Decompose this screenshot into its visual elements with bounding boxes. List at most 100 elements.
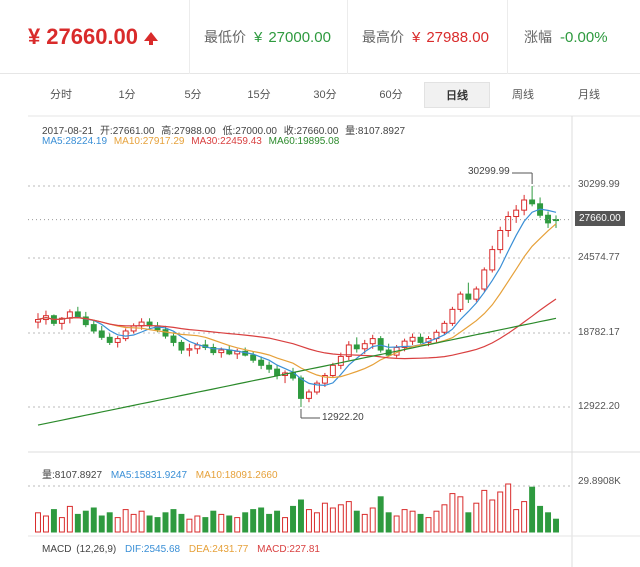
info-high: 高:27988.00 [161,126,216,137]
high-price-value: 27988.00 [426,28,489,46]
volume-bar-down [274,510,281,533]
candle-down [353,344,360,350]
volume-bar-up [481,489,488,533]
tab-weekly[interactable]: 周线 [512,89,534,101]
tab-60min[interactable]: 60分 [379,89,403,101]
current-price-block: ¥ 27660.00 [0,0,190,74]
candle-up [282,372,289,376]
volume-bar-up [58,517,65,533]
volume-bar-up [130,513,137,533]
candle-down [290,372,296,379]
candle-down [154,325,161,331]
y-axis-label: 30299.99 [578,179,620,190]
tab-1min[interactable]: 1分 [118,89,136,101]
candle-down [274,368,281,376]
volume-bar-down [553,518,559,533]
candle-down [170,335,177,343]
candle-down [98,330,105,338]
volume-bar-up [114,517,121,533]
ma-info: MA5:28224.19 MA10:27917.29 MA30:22459.43… [42,136,343,147]
candle-down [465,293,472,300]
candle-up [138,321,145,327]
volume-bar-down [537,505,544,533]
volume-bar-down [170,509,177,533]
volume-bar-up [321,502,328,533]
candle-up [130,325,137,332]
volume-bar-down [266,513,273,533]
tab-monthly[interactable]: 月线 [578,89,600,101]
volume-bar-up [513,509,520,533]
candle-up [305,391,312,399]
volume-bar-down [250,509,257,533]
candle-down [242,350,249,356]
vol-ma10: MA10:18091.2660 [195,470,278,481]
volume-bar-up [505,483,512,533]
tab-timeshare[interactable]: 分时 [50,89,72,101]
low-price-block: 最低价 ¥ 27000.00 [190,0,348,74]
volume-bar-down [465,512,472,533]
candle-up [114,338,121,343]
volume-bar-up [345,501,352,533]
volume-bar-down [385,512,392,533]
candle-up [58,317,65,324]
volume-bar-up [138,510,145,533]
volume-bar-up [122,509,129,533]
tab-30min[interactable]: 30分 [313,89,337,101]
candle-up [457,293,464,310]
high-price-label: 最高价 [362,29,404,45]
vol-ma5: MA5:15831.9247 [110,470,188,481]
candle-up [513,209,520,218]
volume-bar-up [409,510,416,533]
volume-bar-down [545,512,552,533]
candle-down [537,203,544,216]
change-label: 涨幅 [524,29,552,45]
volume-bar-down [242,512,249,533]
tab-daily[interactable]: 日线 [424,82,490,108]
volume-bar-down [82,510,89,533]
volume-bar-up [329,507,336,533]
macd-title: MACD [42,544,72,555]
volume-bar-up [234,517,241,533]
macd-dea: DEA:2431.77 [188,544,249,555]
candle-up [497,230,504,251]
candle-down [106,336,113,343]
tab-15min[interactable]: 15分 [247,89,271,101]
macd-params: (12,26,9) [76,544,117,555]
volume-bar-down [529,486,536,533]
volume-bar-down [50,509,57,533]
high-price-currency: ¥ [412,28,421,46]
vol-value: 量:8107.8927 [42,470,103,481]
volume-bar-down [202,517,209,533]
volume-bar-up [282,517,289,533]
candle-down [545,214,552,224]
max-price-annotation: 30299.99 [468,166,510,177]
candle-up [329,364,336,376]
volume-bar-up [369,507,376,533]
candle-down [298,377,304,399]
macd-value: MACD:227.81 [257,544,320,555]
volume-bar-up [401,509,408,533]
candle-up [122,330,129,340]
candle-up [481,269,488,290]
candle-up [425,338,432,343]
volume-bar-up [305,509,312,533]
candle-up [361,343,368,350]
candle-down [202,344,209,349]
volume-bar-up [433,510,440,533]
tab-5min[interactable]: 5分 [184,89,202,101]
candle-down [250,354,257,361]
volume-bar-down [98,515,105,533]
candle-down [226,349,233,355]
candle-up [337,355,344,366]
macd-info: MACD (12,26,9) DIF:2545.68 DEA:2431.77 M… [42,544,326,555]
candle-down [529,199,536,205]
candle-up [505,216,512,232]
currency-symbol: ¥ [28,24,41,49]
low-price-value: 27000.00 [268,28,331,46]
volume-bar-down [90,507,97,533]
volume-bar-up [521,501,528,533]
candle-up [433,331,440,340]
candle-down [377,338,384,351]
low-price-label: 最低价 [204,29,246,45]
candle-up [401,340,408,349]
